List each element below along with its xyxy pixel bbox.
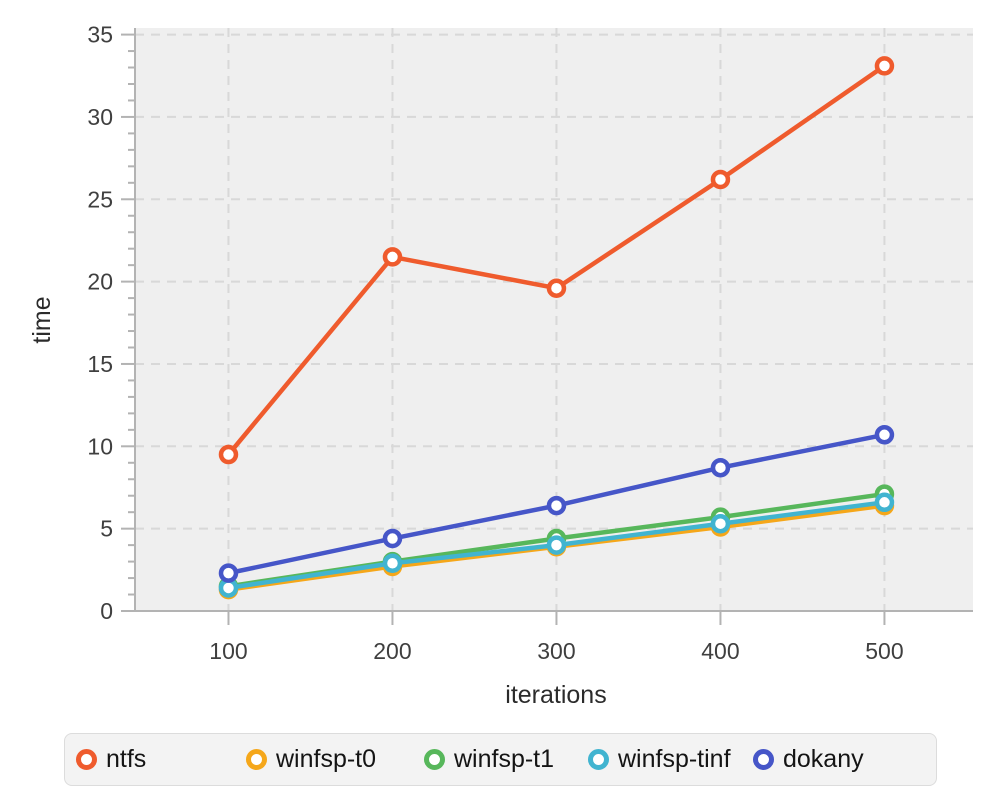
data-point-dokany [874,425,895,445]
data-point-winfsp-tinf [874,492,895,513]
y-axis-title: time [28,296,56,343]
legend-label: ntfs [106,745,147,773]
y-tick-label: 35 [87,22,113,48]
chart-canvas: 0 5 10 15 20 25 30 35 100 200 300 400 500 iterations… [28,22,973,709]
legend-swatch-winfsp-tinf [588,749,609,770]
y-tick-label: 5 [100,516,113,542]
legend-label: winfsp-t1 [454,745,555,773]
x-tick-label: 200 [373,638,411,664]
x-tick-label: 500 [865,638,903,664]
y-tick-label: 15 [87,351,113,377]
legend-item-ntfs[interactable]: ntfs [76,734,146,785]
data-point-dokany [218,563,239,583]
legend-item-dokany[interactable]: dokany [753,734,864,785]
data-point-winfsp-tinf [546,535,567,555]
x-tick-label: 100 [209,638,247,664]
legend-label: winfsp-t0 [276,745,377,773]
data-point-ntfs [710,169,731,190]
y-tick-label: 30 [87,104,113,130]
legend-swatch-winfsp-t0 [246,749,267,770]
legend-swatch-ntfs [76,749,97,770]
legend-label: winfsp-tinf [618,745,731,773]
legend-swatch-dokany [753,749,774,770]
data-point-ntfs [546,278,567,298]
x-tick-label: 300 [537,638,575,664]
data-point-winfsp-tinf [382,553,403,573]
y-tick-label: 20 [87,269,113,295]
data-point-winfsp-tinf [710,513,731,534]
data-point-ntfs [874,56,895,76]
legend-swatch-winfsp-t1 [424,749,445,770]
y-tick-label: 0 [100,598,113,624]
data-point-ntfs [382,247,403,267]
data-point-dokany [382,528,403,549]
legend-item-winfsp-t0[interactable]: winfsp-t0 [246,734,376,785]
legend-item-winfsp-t1[interactable]: winfsp-t1 [424,734,554,785]
legend-item-winfsp-tinf[interactable]: winfsp-tinf [588,734,731,785]
y-tick-label: 10 [87,433,113,459]
data-point-dokany [710,457,731,478]
y-tick-label: 25 [87,186,113,212]
plot-panel [135,28,973,611]
legend-label: dokany [783,745,864,773]
data-point-dokany [546,495,567,516]
legend: ntfs winfsp-t0 winfsp-t1 winfsp-tinf dokany [64,733,937,786]
data-point-ntfs [218,444,239,465]
x-axis-title: iterations [505,681,606,709]
x-tick-label: 400 [701,638,739,664]
